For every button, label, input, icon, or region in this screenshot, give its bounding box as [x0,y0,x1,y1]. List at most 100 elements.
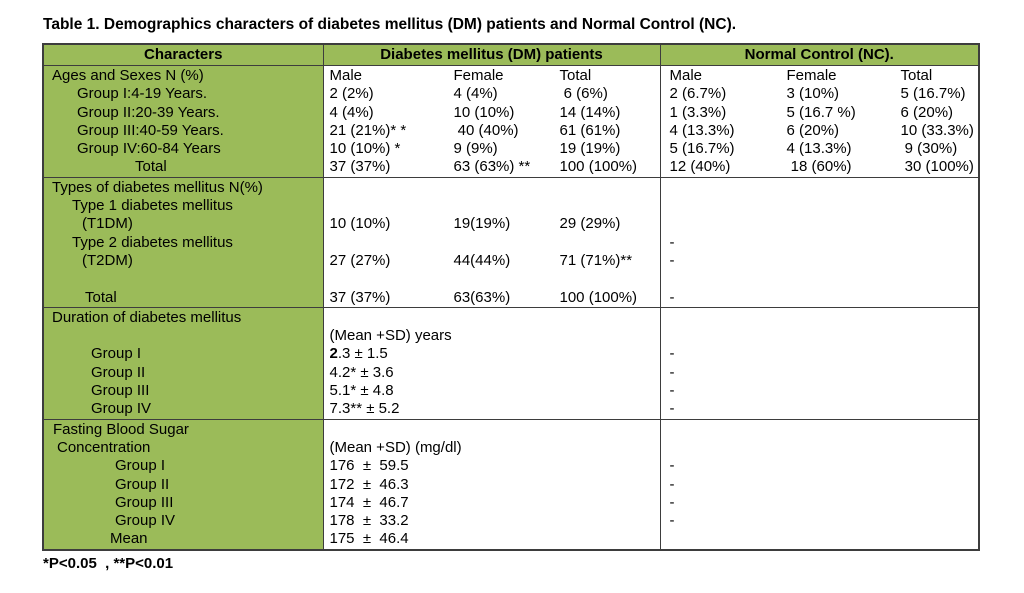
cell-value: 10 (10%) [329,215,391,233]
data-line: (Mean +SD) (mg/dl) [324,439,660,457]
row-label-line: Total [44,158,323,176]
cell-value: - [669,345,675,363]
row-label-line: Group II:20-39 Years. [44,104,323,122]
cell-value: Male [669,67,703,84]
data-line [661,270,979,288]
data-line: 27 (27%) 44(44%) 71 (71%)** [324,252,660,270]
data-line: 4.2* ± 3.6 [324,364,660,382]
data-line: 7.3** ± 5.2 [324,400,660,418]
row-label-line: Group III [44,382,323,400]
row-label: Total [135,158,167,176]
data-line: 10 (10%) 19(19%) 29 (29%) [324,215,660,233]
row-label: Types of diabetes mellitus N(%) [52,178,263,196]
row-label-line: Group I:4-19 Years. [44,85,323,103]
row-label: Group I [115,457,166,475]
cell-value: 5 (16.7%) [900,85,966,103]
data-line: 5 (16.7%) 4 (13.3%) 9 (30%) [661,140,979,158]
cell-value: 4 (4%) [329,103,374,121]
table-title: Table 1. Demographics characters of diab… [43,16,737,33]
data-line: - [661,234,979,252]
row-label: Group III:40-59 Years. [77,121,224,139]
cell-value: 12 (40%) [669,158,731,176]
cell-value: 21 (21%)* * [329,121,407,139]
cell-value: 10 (33.3%) [900,121,974,139]
row-label: Group IV [115,512,176,530]
row-label: Mean [110,530,148,548]
dm-cell-fasting-blood-sugar: (Mean +SD) (mg/dl) 176 ± 59.5 172 ± 46.3 17… [322,418,661,551]
data-line: 21 (21%)* * 40 (40%) 61 (61%) [324,122,660,140]
data-line: - [661,512,979,530]
data-line: - [661,457,979,475]
row-label: (T1DM) [82,215,133,233]
column-header-dm-patients: Diabetes mellitus (DM) patients [322,43,661,66]
data-line: Male Female Total [324,67,660,85]
nc-cell-ages-and-sexes: Male Female Total 2 (6.7%) 3 (10%) 5 (16.7%) 1… [659,65,980,178]
cell-value: 2 (6.7%) [669,85,727,103]
cell-value: 7.3** ± 5.2 [329,400,400,418]
row-label: Group III [91,382,150,400]
label-cell-duration-of-diabetes: Duration of diabetes mellitus Group I Grou… [42,306,324,420]
data-line [324,234,660,252]
data-line: 2 (2%) 4 (4%) 6 (6%) [324,85,660,103]
data-line [324,421,660,439]
significance-footnote: *P<0.05 , **P<0.01 [43,554,174,572]
nc-cell-duration-of-diabetes: ---- [659,306,980,420]
label-cell-fasting-blood-sugar: Fasting Blood Sugar Concentration Group I G… [42,418,324,551]
data-line [661,439,979,457]
label-cell-ages-and-sexes: Ages and Sexes N (%) Group I:4-19 Years. G… [42,65,324,178]
cell-value: 71 (71%)** [559,251,633,269]
data-line: 4 (4%) 10 (10%) 14 (14%) [324,104,660,122]
cell-value: 37 (37%) [329,288,391,306]
data-line: - [661,364,979,382]
cell-value: 9 (30%) [900,140,958,158]
row-label: Duration of diabetes mellitus [52,308,242,326]
cell-value: 5.1* ± 4.8 [329,382,394,400]
row-label-line: (T1DM) [44,215,323,233]
data-line: 5.1* ± 4.8 [324,382,660,400]
row-label: Group IV:60-84 Years [77,140,221,158]
cell-value: Male [329,67,363,84]
cell-value: Total [559,67,592,84]
row-label: Total [85,288,117,306]
row-label-line: Type 1 diabetes mellitus [44,197,323,215]
cell-value: - [669,512,675,530]
data-line [324,179,660,197]
cell-value: Female [453,67,504,84]
section-row-ages-and-sexes: Ages and Sexes N (%) Group I:4-19 Years. G… [42,65,980,178]
data-line: 2.3 ± 1.5 [324,345,660,363]
row-label-line: (T2DM) [44,252,323,270]
data-line: - [661,252,979,270]
cell-value: 175 ± 46.4 [329,530,409,548]
cell-value: - [669,288,675,306]
cell-value: 2.3 ± 1.5 [329,345,388,363]
cell-value: - [669,363,675,381]
header-row: Characters Diabetes mellitus (DM) patien… [42,43,980,66]
row-label-line: Type 2 diabetes mellitus [44,234,323,252]
cell-value: 63(63%) [453,288,511,306]
row-label: Concentration [57,438,151,456]
row-label-line: Fasting Blood Sugar [44,421,323,439]
cell-value: - [669,493,675,511]
row-label-line [44,327,323,345]
cell-value: 1 (3.3%) [669,103,727,121]
dm-cell-ages-and-sexes: Male Female Total 2 (2%) 4 (4%) 6 (6%) 4 (4%)… [322,65,661,178]
cell-value: 3 (10%) [786,85,840,103]
row-label-line: Duration of diabetes mellitus [44,309,323,327]
cell-value: 10 (10%) * [329,140,401,158]
row-label: Group II [91,363,146,381]
column-header-characters: Characters [42,43,324,66]
data-line: 175 ± 46.4 [324,530,660,548]
cell-value: 63 (63%) ** [453,158,531,176]
cell-value: 4 (13.3%) [669,121,735,139]
nc-cell-types-of-diabetes: --- [659,176,980,308]
row-label-line: Group III:40-59 Years. [44,122,323,140]
cell-value: 19(19%) [453,215,511,233]
cell-value: - [669,382,675,400]
cell-value: 100 (100%) [559,288,638,306]
dm-cell-types-of-diabetes: 10 (10%) 19(19%) 29 (29%) 27 (27%) 44(44%) 71… [322,176,661,308]
data-line [661,327,979,345]
cell-value: 174 ± 46.7 [329,493,409,511]
data-line [324,309,660,327]
data-line [661,215,979,233]
table-header: Characters Diabetes mellitus (DM) patien… [42,43,980,66]
